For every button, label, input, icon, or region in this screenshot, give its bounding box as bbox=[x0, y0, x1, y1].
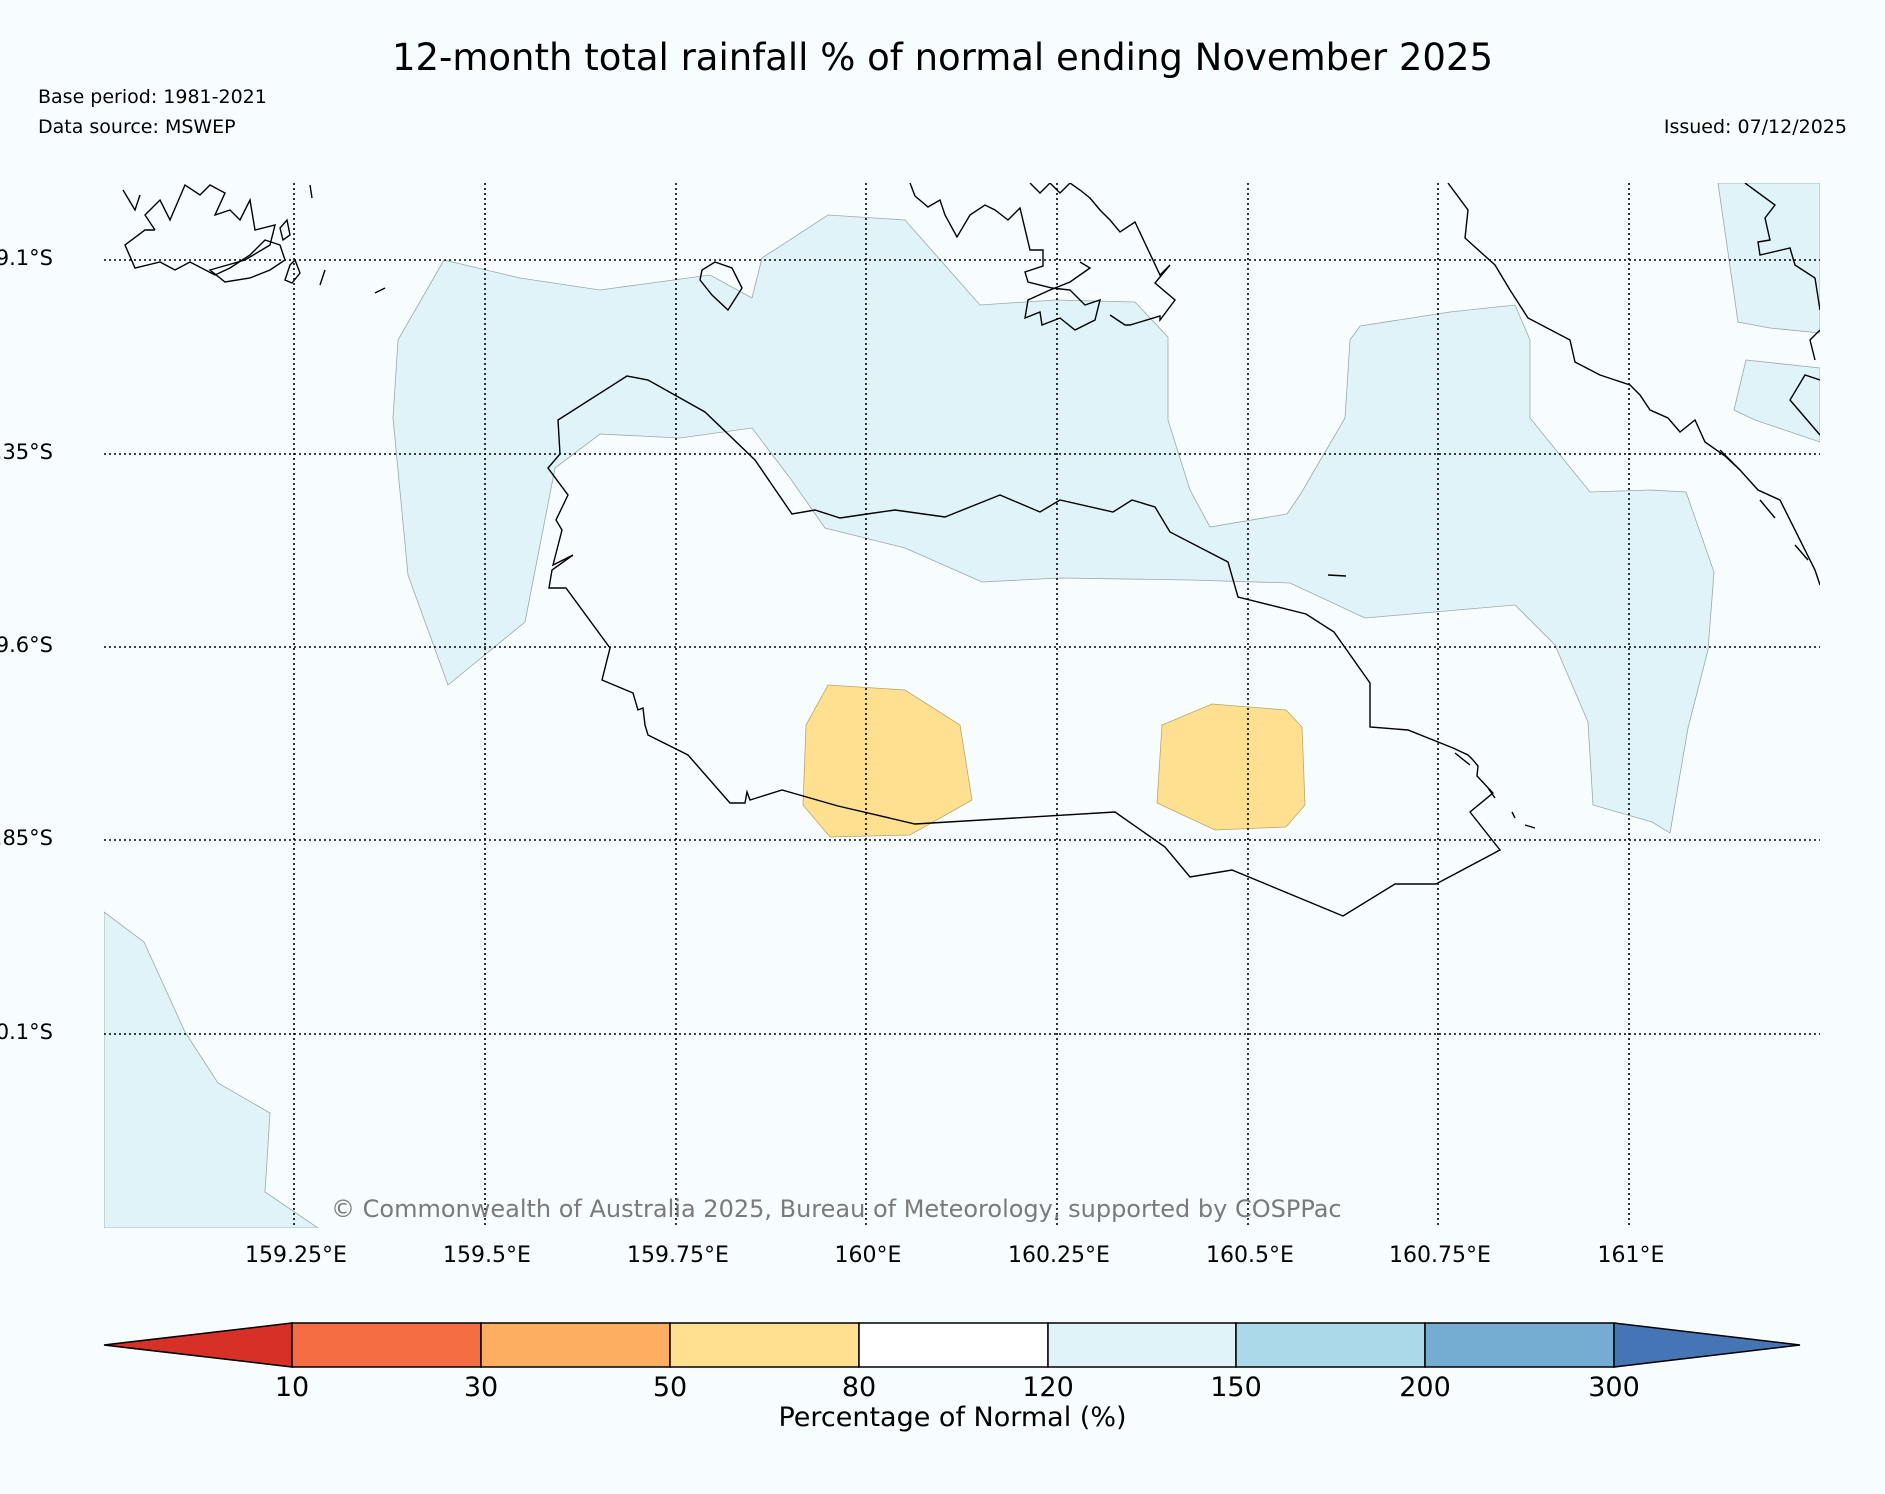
colorbar-tick-80: 80 bbox=[841, 1372, 877, 1403]
lon-label-159-5: 159.5°E bbox=[443, 1243, 531, 1268]
colorbar-tick-300: 300 bbox=[1588, 1372, 1640, 1403]
coastline-small-islet bbox=[699, 261, 743, 312]
colorbar-bin-10-30 bbox=[291, 1322, 482, 1368]
colorbar-bin-30-50 bbox=[480, 1322, 671, 1368]
coastline-guadalcanal bbox=[547, 375, 1502, 917]
region-dry-east bbox=[1156, 703, 1306, 831]
map-area bbox=[104, 183, 1820, 1228]
lat-label-9-85: 9.85°S bbox=[0, 826, 53, 850]
colorbar-bin-120-150 bbox=[1047, 1322, 1237, 1368]
region-wet-sw bbox=[104, 911, 319, 1228]
region-wet-ne1 bbox=[1717, 183, 1820, 334]
colorbar-tick-10: 10 bbox=[274, 1372, 310, 1403]
colorbar-tick-50: 50 bbox=[652, 1372, 688, 1403]
region-wet-north bbox=[392, 214, 1715, 834]
colorbar-bin-200-300 bbox=[1424, 1322, 1615, 1368]
colorbar bbox=[103, 1322, 1801, 1368]
lat-label-9-35: 9.35°S bbox=[0, 440, 53, 464]
colorbar-bin-50-80 bbox=[669, 1322, 860, 1368]
lon-label-160: 160°E bbox=[834, 1243, 902, 1268]
lat-label-10-1: 10.1°S bbox=[0, 1020, 53, 1044]
region-wet-ne2 bbox=[1733, 359, 1820, 443]
colorbar-tick-30: 30 bbox=[463, 1372, 499, 1403]
colorbar-tick-200: 200 bbox=[1399, 1372, 1451, 1403]
region-120-150 bbox=[104, 183, 1820, 1228]
lat-label-9-1: 9.1°S bbox=[0, 246, 53, 270]
colorbar-extend-high bbox=[1613, 1322, 1801, 1368]
lon-label-159-25: 159.25°E bbox=[245, 1243, 347, 1268]
lon-label-159-75: 159.75°E bbox=[627, 1243, 729, 1268]
data-source: Data source: MSWEP bbox=[38, 116, 236, 138]
region-50-80 bbox=[802, 684, 1306, 838]
coastline-malaita bbox=[1447, 183, 1820, 586]
lon-label-160-5: 160.5°E bbox=[1206, 1243, 1294, 1268]
lon-label-160-25: 160.25°E bbox=[1008, 1243, 1110, 1268]
graticule bbox=[104, 183, 1820, 1228]
issued-date: Issued: 07/12/2025 bbox=[1663, 116, 1847, 138]
lon-label-160-75: 160.75°E bbox=[1389, 1243, 1491, 1268]
colorbar-bin-150-200 bbox=[1235, 1322, 1426, 1368]
region-dry-west bbox=[802, 684, 973, 838]
colorbar-extend-low bbox=[103, 1322, 293, 1368]
colorbar-bin-80-120 bbox=[858, 1322, 1049, 1368]
lon-label-161: 161°E bbox=[1597, 1243, 1665, 1268]
colorbar-title: Percentage of Normal (%) bbox=[778, 1402, 1127, 1433]
map-title: 12-month total rainfall % of normal endi… bbox=[391, 36, 1494, 79]
coastlines bbox=[122, 183, 1820, 917]
colorbar-tick-150: 150 bbox=[1210, 1372, 1262, 1403]
base-period: Base period: 1981-2021 bbox=[38, 86, 267, 108]
coastline-florida-islands bbox=[909, 183, 1176, 331]
copyright-notice: © Commonwealth of Australia 2025, Bureau… bbox=[331, 1195, 1342, 1223]
coastline-small-fragments bbox=[1327, 449, 1809, 829]
coastline-nw-islands bbox=[122, 183, 386, 294]
lat-label-9-6: 9.6°S bbox=[0, 633, 53, 657]
colorbar-tick-120: 120 bbox=[1022, 1372, 1074, 1403]
